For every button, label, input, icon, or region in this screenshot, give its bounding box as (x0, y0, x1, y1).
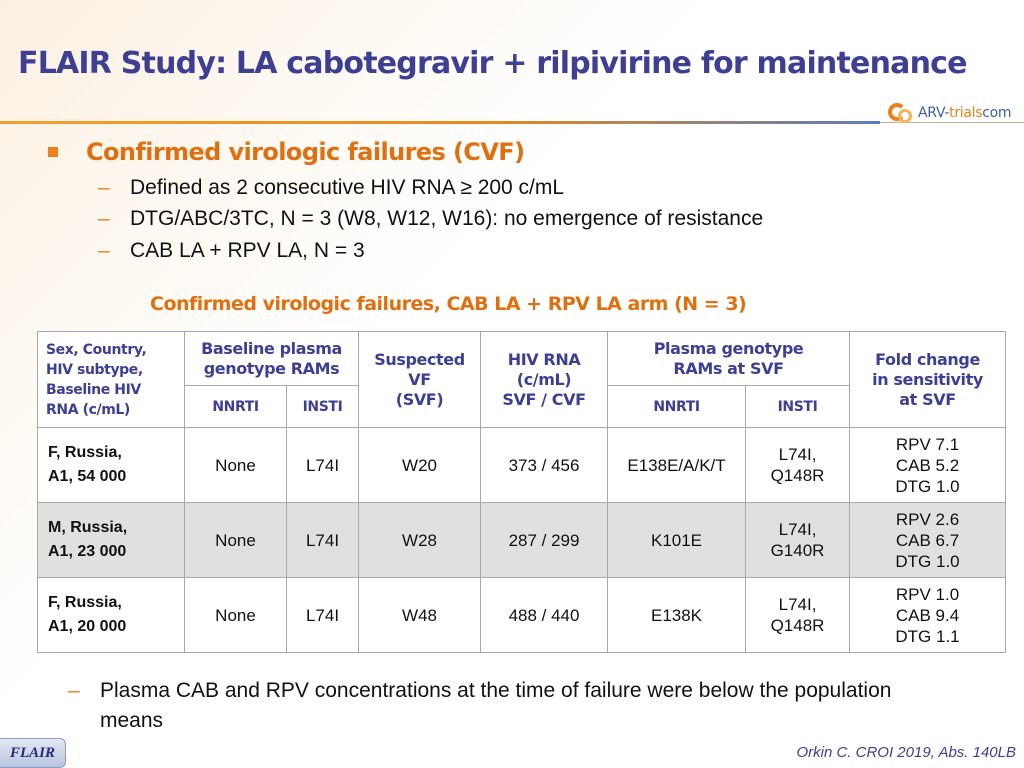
arv-trials-logo: ARV-trialscom (886, 100, 1012, 126)
logo-mark-icon (886, 101, 918, 125)
header-svf-insti: INSTI (745, 385, 851, 428)
cell-baseline-insti: L74I (285, 502, 360, 578)
header-patient: Sex, Country, HIV subtype, Baseline HIV … (37, 331, 185, 428)
header-hiv-rna: HIV RNA (c/mL) SVF / CVF (480, 331, 609, 428)
footnote-text: Plasma CAB and RPV concentrations at the… (100, 679, 892, 732)
title-divider (0, 121, 880, 124)
cell-fold-change: RPV 2.6 CAB 6.7 DTG 1.0 (849, 502, 1007, 578)
header-baseline-insti: INSTI (285, 385, 360, 428)
cell-patient: F, Russia, A1, 54 000 (37, 427, 185, 503)
cell-baseline-insti: L74I (285, 427, 360, 503)
main-bullet: Confirmed virologic failures (CVF) (48, 138, 525, 166)
header-plasma-rams: Plasma genotype RAMs at SVF (607, 331, 851, 386)
cell-baseline-nnrti: None (184, 427, 287, 503)
dash-bullet-icon: – (98, 207, 110, 230)
title-divider-thin (880, 122, 1024, 123)
cell-baseline-nnrti: None (184, 577, 287, 653)
table-row: F, Russia, A1, 54 000 None L74I W20 373 /… (37, 427, 1007, 503)
cell-fold-change: RPV 1.0 CAB 9.4 DTG 1.1 (849, 577, 1007, 653)
cell-hiv-rna: 373 / 456 (480, 427, 609, 503)
table-row: F, Russia, A1, 20 000 None L74I W48 488 /… (37, 577, 1007, 653)
dash-bullet-icon: – (98, 239, 110, 262)
cell-hiv-rna: 287 / 299 (480, 502, 609, 578)
sub-bullet: – DTG/ABC/3TC, N = 3 (W8, W12, W16): no … (98, 207, 763, 231)
dash-bullet-icon: – (98, 176, 110, 199)
cell-baseline-nnrti: None (184, 502, 287, 578)
study-tag: FLAIR (0, 738, 66, 768)
sub-bullet-text: DTG/ABC/3TC, N = 3 (W8, W12, W16): no em… (130, 207, 764, 230)
logo-text: ARV-trialscom (918, 105, 1012, 121)
cell-svf-insti: L74I, G140R (745, 502, 851, 578)
table-title: Confirmed virologic failures, CAB LA + R… (150, 293, 747, 315)
table-row: M, Russia, A1, 23 000 None L74I W28 287 /… (37, 502, 1007, 578)
footnote-bullet: – Plasma CAB and RPV concentrations at t… (68, 676, 928, 736)
header-baseline-rams: Baseline plasma genotype RAMs (183, 331, 360, 386)
sub-bullet-text: Defined as 2 consecutive HIV RNA ≥ 200 c… (130, 176, 565, 199)
cell-baseline-insti: L74I (285, 577, 360, 653)
cell-suspected-vf: W48 (358, 577, 482, 653)
cell-svf-nnrti: K101E (607, 502, 747, 578)
sub-bullet: – Defined as 2 consecutive HIV RNA ≥ 200… (98, 176, 564, 200)
cell-patient: F, Russia, A1, 20 000 (37, 577, 185, 653)
cell-svf-insti: L74I, Q148R (745, 427, 851, 503)
slide-title: FLAIR Study: LA cabotegravir + rilpiviri… (18, 46, 967, 81)
cell-svf-nnrti: E138K (607, 577, 747, 653)
square-bullet-icon (48, 147, 58, 157)
header-svf-nnrti: NNRTI (607, 385, 747, 428)
cvf-table: Sex, Country, HIV subtype, Baseline HIV … (37, 331, 1007, 653)
header-suspected-vf: Suspected VF (SVF) (358, 331, 482, 428)
header-baseline-nnrti: NNRTI (184, 385, 287, 428)
cell-suspected-vf: W20 (358, 427, 482, 503)
cell-svf-nnrti: E138E/A/K/T (607, 427, 747, 503)
cell-svf-insti: L74I, Q148R (745, 577, 851, 653)
main-bullet-text: Confirmed virologic failures (CVF) (86, 138, 525, 166)
sub-bullet-text: CAB LA + RPV LA, N = 3 (130, 239, 365, 262)
header-fold-change: Fold change in sensitivity at SVF (849, 331, 1007, 428)
cell-hiv-rna: 488 / 440 (480, 577, 609, 653)
cell-fold-change: RPV 7.1 CAB 5.2 DTG 1.0 (849, 427, 1007, 503)
cell-suspected-vf: W28 (358, 502, 482, 578)
dash-bullet-icon: – (68, 679, 80, 702)
sub-bullet: – CAB LA + RPV LA, N = 3 (98, 239, 365, 263)
citation: Orkin C. CROI 2019, Abs. 140LB (796, 744, 1016, 761)
cell-patient: M, Russia, A1, 23 000 (37, 502, 185, 578)
